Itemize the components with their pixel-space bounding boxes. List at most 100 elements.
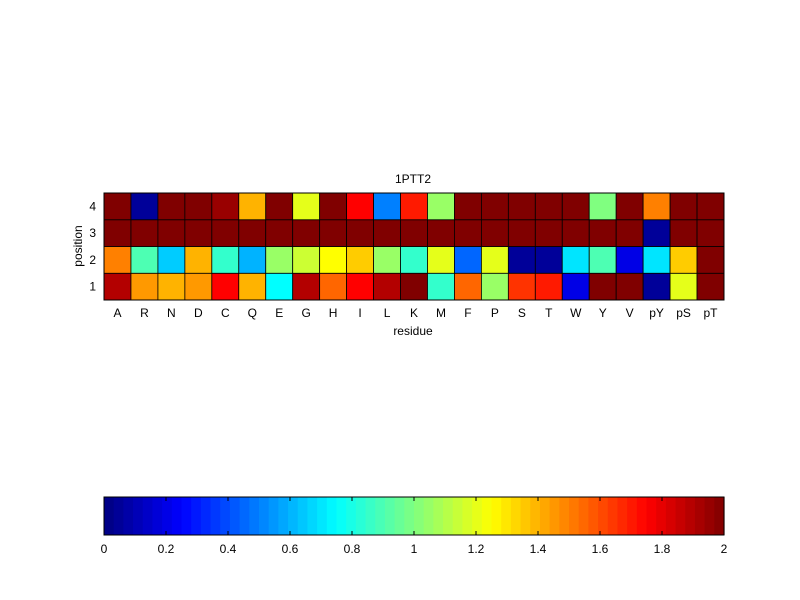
heatmap-cell-4-W [561,192,590,221]
heatmap-cell-4-pS [669,192,698,221]
heatmap-cell-2-pT [696,246,725,274]
colorbar-step [714,497,725,535]
colorbar-step [685,497,696,535]
heatmap-cell-2-W [561,246,590,274]
heatmap-cell-1-M [427,272,455,301]
colorbar-step [336,497,347,535]
x-tick-label: S [518,306,526,320]
colorbar-step [365,497,376,535]
colorbar [104,497,725,535]
heatmap-cell-1-A [103,272,132,301]
x-tick-label: A [113,306,121,320]
heatmap-cell-4-E [265,192,294,221]
heatmap-cell-1-R [130,272,159,301]
colorbar-tick-label: 1.8 [654,542,671,556]
colorbar-step [704,497,715,535]
heatmap-cell-3-N [157,219,186,247]
heatmap-cell-1-I [346,272,374,301]
x-axis-label: residue [393,324,433,338]
heatmap-cell-1-N [157,272,186,301]
x-tick-label: G [302,306,311,320]
heatmap-cell-2-P [480,246,509,274]
colorbar-step [113,497,124,535]
heatmap-cell-3-K [400,219,428,247]
heatmap-cell-1-T [534,272,563,301]
x-tick-label: H [329,306,338,320]
heatmap-cell-3-R [130,219,159,247]
heatmap-cell-4-A [103,192,132,221]
heatmap-cell-2-C [211,246,240,274]
heatmap-cell-4-C [211,192,240,221]
colorbar-step [326,497,338,535]
heatmap-cell-2-R [130,246,159,274]
colorbar-step [559,497,570,535]
colorbar-step [607,497,619,535]
heatmap-cell-1-P [480,272,509,301]
heatmap-cell-3-V [615,219,644,247]
y-tick-label: 3 [89,226,96,240]
heatmap-cell-1-H [319,272,348,301]
heatmap-cell-1-K [400,272,428,301]
colorbar-step [239,497,250,535]
y-tick-label: 4 [89,199,96,213]
colorbar-step [259,497,270,535]
x-tick-label: K [410,306,418,320]
colorbar-step [539,497,551,535]
x-tick-label: F [464,306,471,320]
heatmap-cell-2-Q [238,246,267,274]
colorbar-step [394,497,405,535]
x-tick-label: C [221,306,230,320]
heatmap-cell-2-I [346,246,374,274]
heatmap-cell-2-V [615,246,644,274]
x-tick-label: W [570,306,582,320]
colorbar-step [200,497,212,535]
colorbar-step [491,497,502,535]
heatmap-cell-4-R [130,192,159,221]
heatmap-cell-2-F [454,246,482,274]
colorbar-step [569,497,580,535]
heatmap-cell-1-L [373,272,401,301]
colorbar-step [123,497,134,535]
heatmap-cell-4-G [292,192,321,221]
heatmap-cell-3-L [373,219,401,247]
heatmap-cell-4-T [534,192,563,221]
heatmap-cell-2-G [292,246,321,274]
colorbar-step [317,497,328,535]
heatmap-cell-3-P [480,219,509,247]
heatmap-cell-1-D [184,272,213,301]
colorbar-step [627,497,638,535]
heatmap-cell-3-H [319,219,348,247]
heatmap-cell-2-pS [669,246,698,274]
heatmap-cell-4-P [480,192,509,221]
x-tick-label: V [626,306,634,320]
colorbar-step [133,497,144,535]
heatmap-cell-1-V [615,272,644,301]
colorbar-step [162,497,173,535]
x-tick-label: P [491,306,499,320]
colorbar-step [414,497,425,535]
colorbar-tick-label: 0.6 [282,542,299,556]
colorbar-step [152,497,163,535]
colorbar-step [510,497,522,535]
heatmap-cell-1-C [211,272,240,301]
heatmap-cell-1-G [292,272,321,301]
heatmap-cells [103,192,725,301]
colorbar-step [646,497,657,535]
heatmap-cell-3-F [454,219,482,247]
colorbar-step [656,497,667,535]
heatmap-cell-4-pY [642,192,671,221]
heatmap-cell-4-F [454,192,482,221]
colorbar-step [433,497,444,535]
colorbar-step [384,497,396,535]
heatmap-cell-4-I [346,192,374,221]
heatmap-cell-3-pT [696,219,725,247]
colorbar-step [307,497,318,535]
x-tick-label: D [194,306,203,320]
heatmap-cell-1-F [454,272,482,301]
heatmap-cell-2-E [265,246,294,274]
colorbar-tick-label: 1.6 [592,542,609,556]
colorbar-tick-label: 1.2 [468,542,485,556]
heatmap-cell-2-N [157,246,186,274]
heatmap-cell-2-L [373,246,401,274]
